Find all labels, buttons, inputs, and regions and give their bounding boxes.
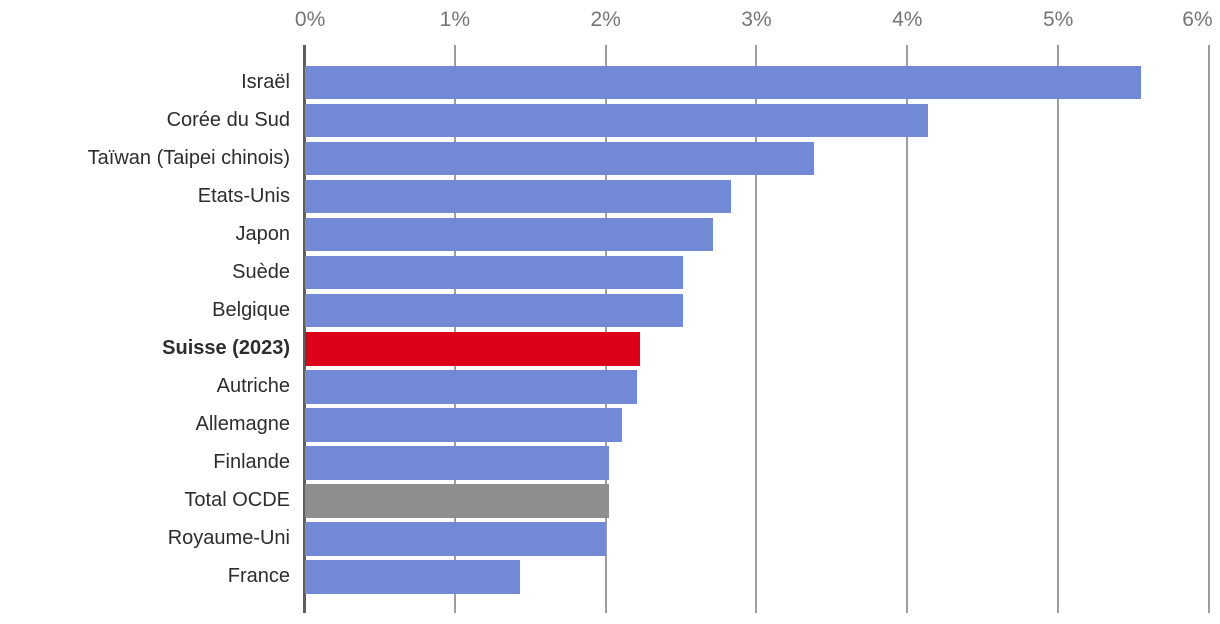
- category-label: Belgique: [212, 299, 290, 322]
- gridline: [755, 45, 758, 613]
- category-label: Suisse (2023): [162, 337, 290, 360]
- gridline: [453, 45, 456, 613]
- bar-default: [305, 141, 814, 176]
- category-label: Total OCDE: [184, 489, 290, 512]
- category-label: Israël: [241, 70, 290, 93]
- x-axis-tick-label: 2%: [590, 8, 621, 31]
- category-label: Taïwan (Taipei chinois): [87, 146, 290, 169]
- y-axis-line: [302, 45, 306, 613]
- x-axis-tick-label: 0%: [294, 8, 326, 31]
- bar-total: [305, 484, 609, 518]
- gridline: [906, 45, 909, 613]
- x-axis-tick-label: 5%: [1042, 8, 1074, 31]
- bar-default: [305, 256, 683, 290]
- category-label: Etats-Unis: [197, 184, 290, 207]
- x-axis-tick-label: 4%: [892, 8, 923, 31]
- bar-default: [305, 522, 606, 556]
- bar-default: [305, 179, 731, 214]
- bar-default: [305, 217, 713, 252]
- bar-default: [305, 560, 520, 594]
- category-label: Allemagne: [195, 413, 290, 436]
- x-axis-tick-label: 3%: [741, 8, 772, 31]
- bar-highlight: [305, 332, 641, 366]
- category-label: Autriche: [216, 375, 290, 398]
- gridline: [1207, 45, 1210, 613]
- bar-default: [305, 446, 609, 480]
- gridline: [1057, 45, 1060, 613]
- bar-default: [305, 294, 683, 328]
- category-label: Corée du Sud: [166, 108, 290, 131]
- category-label: Royaume-Uni: [167, 527, 290, 550]
- category-label: France: [227, 565, 290, 588]
- bar-default: [305, 103, 929, 138]
- bar-default: [305, 65, 1142, 100]
- gridline: [604, 45, 607, 613]
- bar-default: [305, 370, 638, 404]
- bar-default: [305, 408, 623, 442]
- category-label: Finlande: [213, 451, 290, 474]
- x-axis-tick-label: 1%: [439, 8, 471, 31]
- category-label: Japon: [235, 222, 291, 245]
- category-label: Suède: [232, 261, 290, 283]
- x-axis-tick-label: 6%: [1182, 8, 1213, 31]
